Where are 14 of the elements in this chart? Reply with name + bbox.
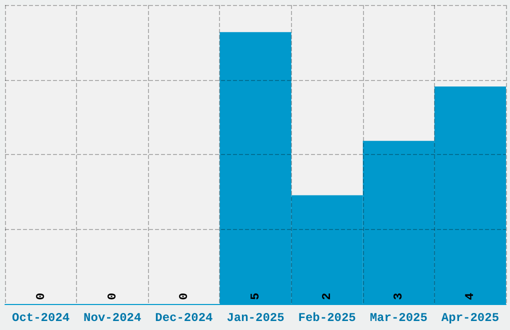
x-tick-label: Oct-2024 xyxy=(12,311,70,325)
x-tick-label: Feb-2025 xyxy=(298,311,356,325)
data-label: 0 xyxy=(176,292,191,300)
data-label: 0 xyxy=(34,292,48,300)
x-tick-label: Apr-2025 xyxy=(441,311,500,325)
data-label: 3 xyxy=(392,292,406,300)
x-tick-label: Dec-2024 xyxy=(155,311,213,325)
data-label: 4 xyxy=(463,292,478,300)
x-tick-label: Nov-2024 xyxy=(84,311,142,325)
x-tick-label: Jan-2025 xyxy=(226,311,284,325)
x-tick-label: Mar-2025 xyxy=(370,311,428,325)
data-label: 5 xyxy=(248,292,262,300)
data-label: 0 xyxy=(105,292,120,300)
data-label: 2 xyxy=(320,292,334,300)
